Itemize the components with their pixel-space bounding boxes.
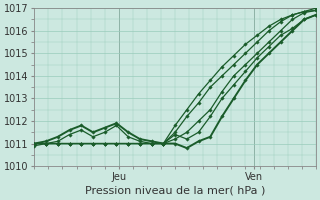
X-axis label: Pression niveau de la mer( hPa ): Pression niveau de la mer( hPa ) <box>85 186 265 196</box>
